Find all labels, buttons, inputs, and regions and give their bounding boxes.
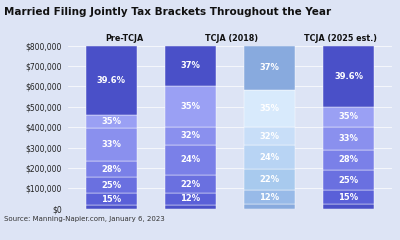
Bar	[165, 86, 216, 127]
Bar	[323, 46, 374, 107]
Bar	[86, 177, 137, 193]
Text: 15%: 15%	[338, 193, 358, 202]
Bar	[86, 205, 137, 209]
Text: 35%: 35%	[180, 102, 200, 111]
Text: 12%: 12%	[180, 194, 200, 204]
Bar	[165, 205, 216, 209]
Bar	[165, 193, 216, 205]
Bar	[165, 175, 216, 193]
Text: TCJA (2025 est.): TCJA (2025 est.)	[304, 34, 376, 43]
Text: 39.6%: 39.6%	[334, 72, 363, 81]
Text: 28%: 28%	[338, 155, 358, 164]
Text: 24%: 24%	[180, 155, 200, 164]
Text: 25%: 25%	[338, 176, 358, 185]
Text: 28%: 28%	[102, 165, 122, 174]
Text: Married Filing Jointly Tax Brackets Throughout the Year: Married Filing Jointly Tax Brackets Thro…	[4, 7, 331, 17]
Bar	[165, 46, 216, 86]
Text: 35%: 35%	[102, 117, 122, 126]
Text: 33%: 33%	[102, 140, 122, 150]
Text: 37%: 37%	[260, 63, 280, 72]
Text: 25%: 25%	[102, 181, 122, 190]
Bar	[323, 127, 374, 150]
Text: 39.6%: 39.6%	[97, 76, 126, 85]
Bar	[323, 107, 374, 127]
Bar	[86, 46, 137, 115]
Text: 33%: 33%	[338, 134, 358, 143]
Bar	[86, 162, 137, 177]
Bar	[165, 127, 216, 144]
Bar	[86, 128, 137, 162]
Bar	[244, 127, 295, 145]
Text: 22%: 22%	[180, 180, 200, 189]
Text: 12%: 12%	[260, 193, 280, 202]
Text: 37%: 37%	[180, 61, 200, 71]
Text: 32%: 32%	[180, 131, 200, 140]
Text: 15%: 15%	[102, 194, 122, 204]
Bar	[244, 204, 295, 209]
Bar	[323, 190, 374, 204]
Text: 22%: 22%	[260, 175, 280, 184]
Bar	[86, 193, 137, 205]
Bar	[244, 169, 295, 190]
Text: TCJA (2018): TCJA (2018)	[206, 34, 258, 43]
Bar	[244, 145, 295, 169]
Text: 32%: 32%	[260, 132, 280, 141]
Bar	[244, 190, 295, 204]
Bar	[244, 46, 295, 90]
Text: Source: Manning-Napier.com, January 6, 2023: Source: Manning-Napier.com, January 6, 2…	[4, 216, 165, 222]
Bar	[244, 90, 295, 127]
Bar	[323, 150, 374, 170]
Text: 35%: 35%	[260, 104, 280, 113]
Text: 35%: 35%	[338, 112, 358, 121]
Bar	[86, 115, 137, 128]
Bar	[165, 144, 216, 175]
Bar	[323, 204, 374, 209]
Bar	[323, 170, 374, 190]
Text: Pre-TCJA: Pre-TCJA	[105, 34, 143, 43]
Text: 24%: 24%	[260, 153, 280, 162]
